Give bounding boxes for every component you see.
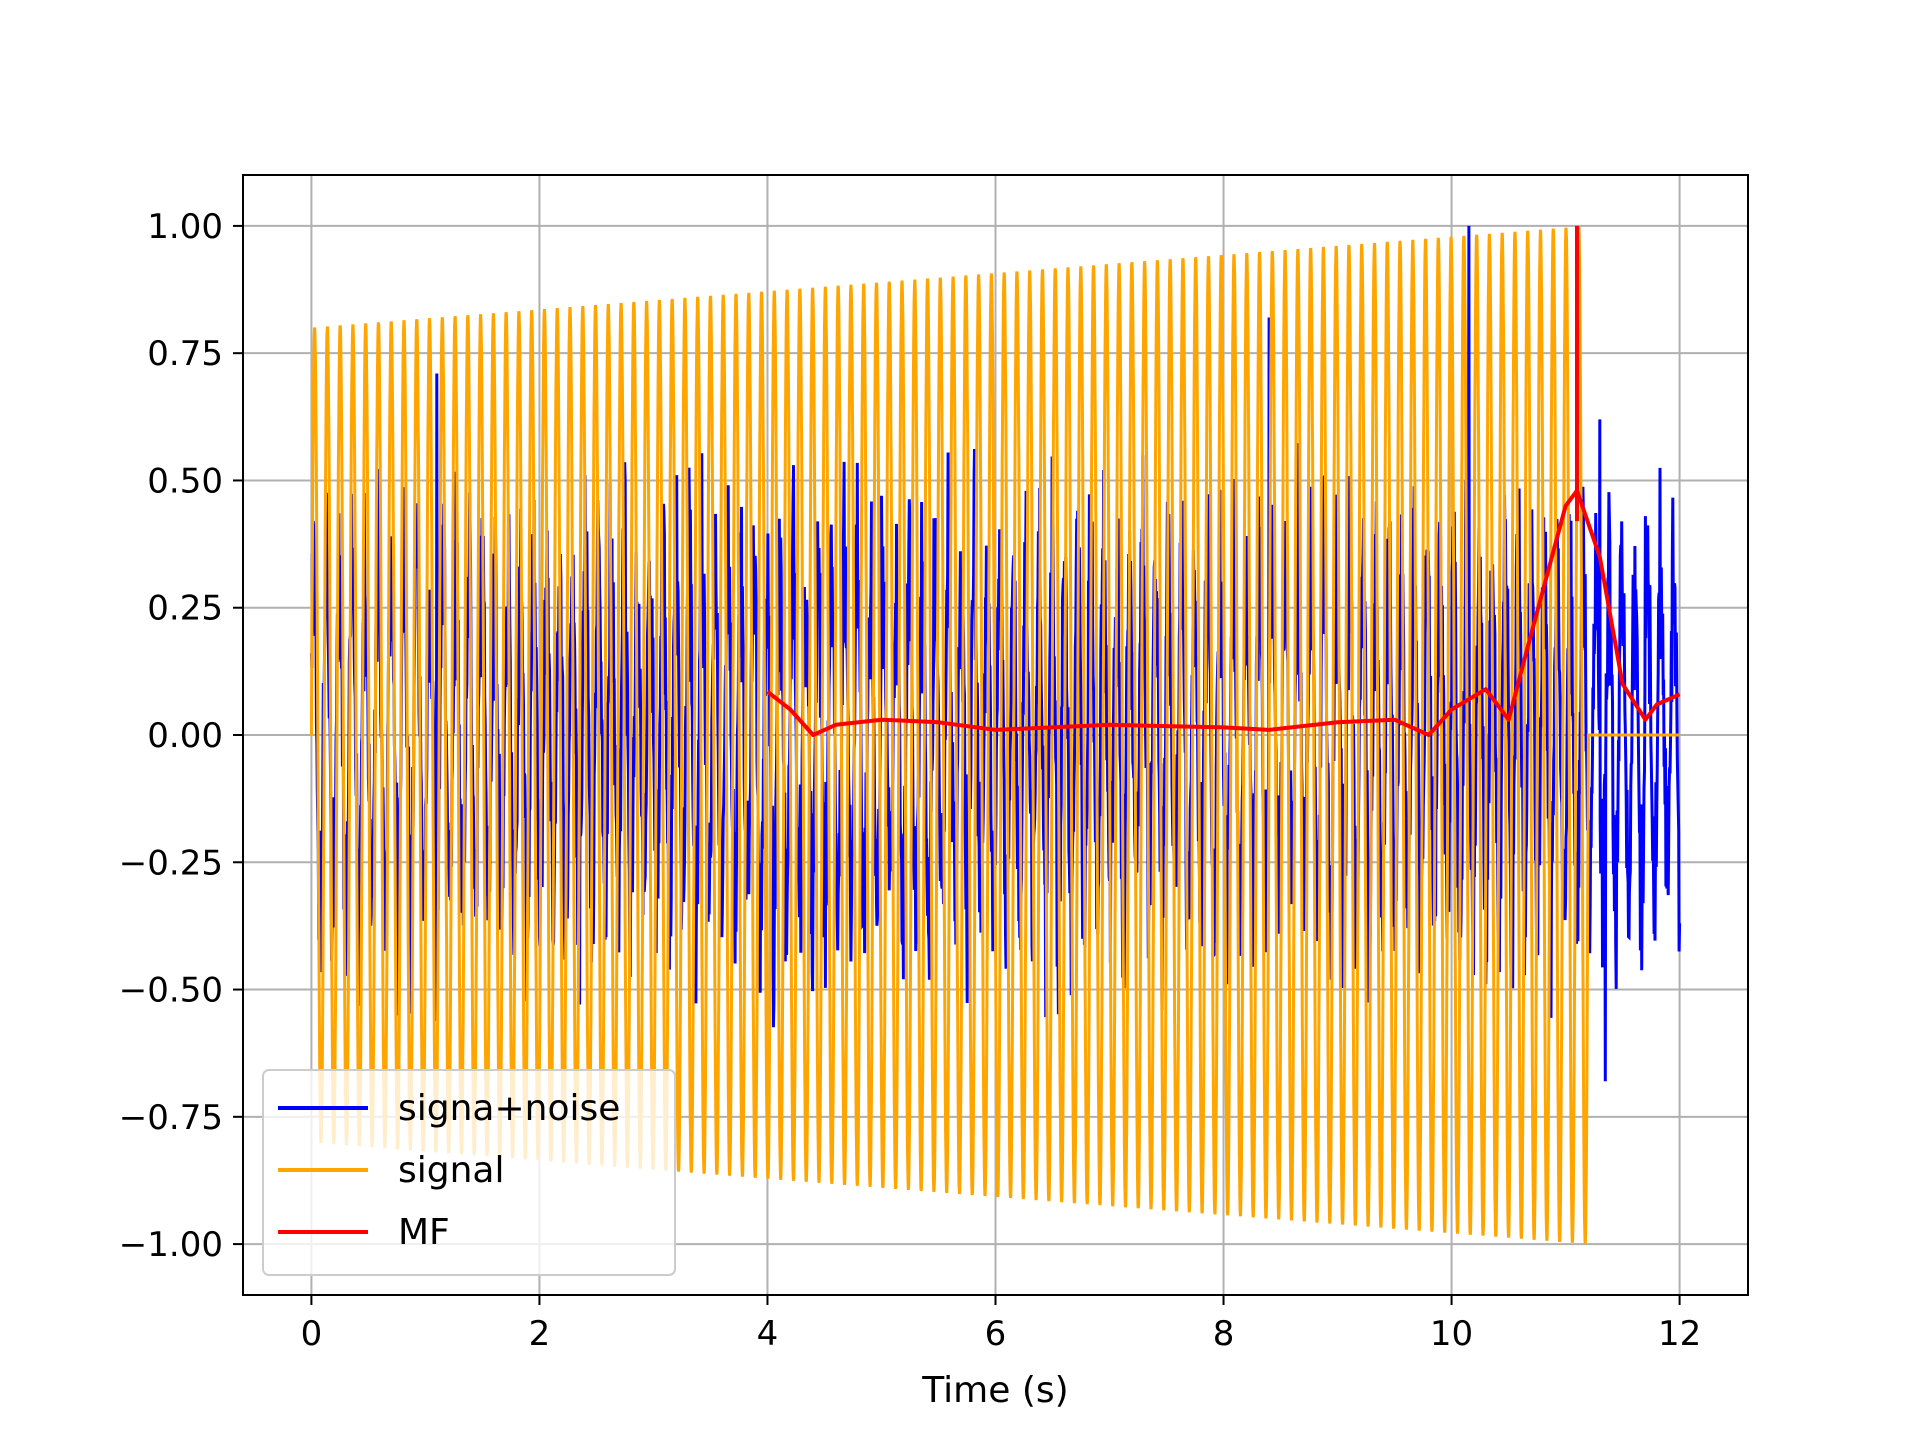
y-tick-label: −1.00 xyxy=(119,1225,223,1265)
legend: signa+noise signal MF xyxy=(262,1069,676,1276)
y-tick-label: −0.75 xyxy=(119,1098,223,1138)
legend-box xyxy=(262,1069,676,1276)
x-tick-label: 12 xyxy=(1658,1314,1701,1354)
y-tick-label: 0.25 xyxy=(147,589,223,629)
legend-label: MF xyxy=(398,1212,450,1253)
axis-ticks: 0 2 4 6 8 10 12 1.00 0.75 0.50 0.25 0.00 −0.25 −0.50 −… xyxy=(119,207,1701,1354)
x-tick-label: 8 xyxy=(1213,1314,1235,1354)
y-tick-label: 0.75 xyxy=(147,334,223,374)
y-tick-label: −0.25 xyxy=(119,843,223,883)
x-tick-label: 2 xyxy=(529,1314,551,1354)
legend-label: signal xyxy=(398,1150,505,1191)
x-tick-label: 0 xyxy=(301,1314,323,1354)
x-tick-label: 4 xyxy=(757,1314,779,1354)
x-tick-label: 6 xyxy=(985,1314,1007,1354)
y-tick-label: 0.50 xyxy=(147,461,223,501)
x-axis-label: Time (s) xyxy=(921,1370,1068,1411)
x-tick-label: 10 xyxy=(1430,1314,1473,1354)
y-tick-label: −0.50 xyxy=(119,971,223,1011)
y-tick-label: 0.00 xyxy=(147,716,223,756)
y-tick-label: 1.00 xyxy=(147,207,223,247)
series-mf-line xyxy=(766,488,1681,737)
legend-label: signa+noise xyxy=(398,1088,620,1129)
